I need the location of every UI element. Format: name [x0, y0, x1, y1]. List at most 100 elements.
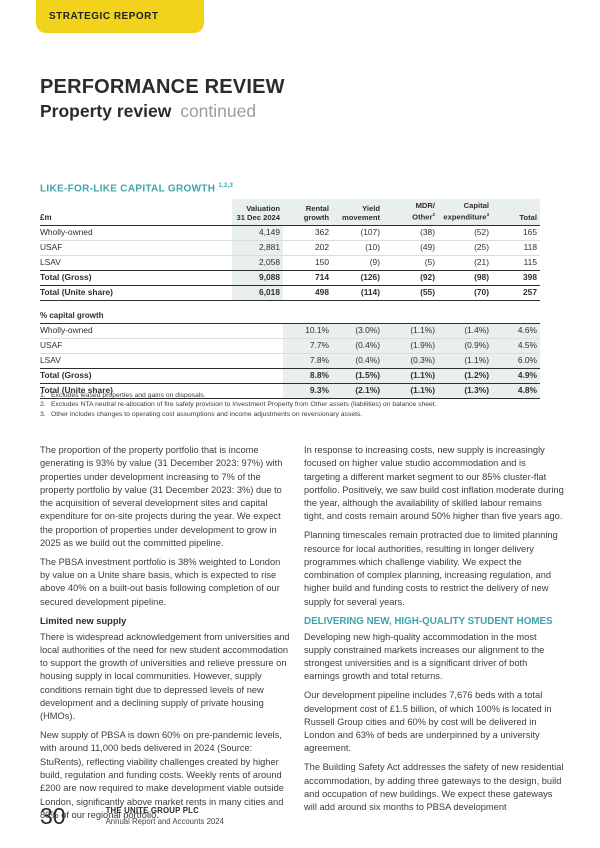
table-row: Total (Gross) 8.8% (1.5%) (1.1%) (1.2%) 4.9% — [40, 368, 540, 384]
column-header-superscript: 2 — [432, 212, 435, 217]
table-row: LSAV 7.8% (0.4%) (0.3%) (1.1%) 6.0% — [40, 353, 540, 369]
table-row: Wholly-owned 10.1% (3.0%) (1.1%) (1.4%) 4.6% — [40, 323, 540, 339]
row-label: Wholly-owned — [40, 324, 232, 339]
cell-value: 9,088 — [232, 270, 283, 286]
table-row: Total (Unite share) 6,018 498 (114) (55) (70)… — [40, 285, 540, 301]
section-tag: STRATEGIC REPORT — [36, 0, 204, 33]
cell-value: 165 — [492, 226, 540, 241]
table-title-text: LIKE-FOR-LIKE CAPITAL GROWTH — [40, 183, 216, 195]
cell-value: 714 — [283, 271, 332, 286]
table-row: Wholly-owned 4,149 362 (107) (38) (52) 165 — [40, 225, 540, 241]
row-label: Total (Gross) — [40, 369, 232, 384]
page-number: 30 — [40, 803, 66, 829]
body-column-left: The proportion of the property portfolio… — [40, 444, 292, 828]
column-header-text: 31 Dec 2024 — [236, 212, 281, 222]
page-title: PERFORMANCE REVIEW — [40, 76, 285, 98]
cell-value: 4,149 — [232, 225, 283, 241]
cell-value: (0.4%) — [332, 338, 383, 354]
cell-value: (92) — [383, 271, 438, 286]
row-label: LSAV — [40, 354, 232, 369]
cell-value: (70) — [438, 286, 492, 301]
table-row: Total (Gross) 9,088 714 (126) (92) (98) 398 — [40, 270, 540, 286]
row-label: USAF — [40, 241, 232, 256]
page-footer: 30 THE UNITE GROUP PLC Annual Report and… — [40, 804, 224, 828]
table-title-superscript: 1,2,3 — [218, 183, 234, 189]
cell-value: 4.6% — [492, 323, 540, 339]
body-paragraph: Developing new high-quality accommodatio… — [304, 631, 545, 682]
table-header-row: £m Valuation 31 Dec 2024 Rental growth Yield m… — [40, 199, 540, 226]
cell-value: (126) — [332, 271, 383, 286]
cell-value: 257 — [492, 286, 540, 301]
body-paragraph: There is widespread acknowledgement from… — [40, 631, 290, 722]
cell-value: 202 — [283, 241, 332, 256]
cell-value: (55) — [383, 286, 438, 301]
cell-value: (1.1%) — [383, 368, 438, 384]
cell-value: 7.7% — [283, 338, 332, 354]
cell-value: (10) — [332, 241, 383, 256]
subtitle-light: continued — [180, 101, 257, 121]
column-header: Rental growth — [283, 199, 332, 226]
row-label: USAF — [40, 339, 232, 354]
cell-value: 2,881 — [232, 240, 283, 256]
column-header: £m — [40, 199, 232, 226]
column-header: Valuation 31 Dec 2024 — [232, 199, 283, 226]
capital-growth-table: £m Valuation 31 Dec 2024 Rental growth Yield m… — [40, 199, 540, 399]
footnote: Excludes NTA neutral re-allocation of fi… — [40, 400, 437, 410]
footnote: Other includes changes to operating cost… — [40, 410, 363, 420]
column-header: Total — [492, 199, 540, 226]
cell-value: (1.4%) — [438, 323, 492, 339]
body-paragraph: The proportion of the property portfolio… — [40, 445, 283, 549]
section-tag-label: STRATEGIC REPORT — [49, 11, 159, 22]
cell-value: (21) — [438, 256, 492, 271]
cell-value: (49) — [383, 241, 438, 256]
column-header: Yield movement — [332, 199, 383, 226]
cell-value: (38) — [383, 226, 438, 241]
body-paragraph: New supply of PBSA is down 60% on pre-pa… — [40, 730, 284, 820]
cell-value: 4.5% — [492, 338, 540, 354]
cell-value: 2,058 — [232, 255, 283, 271]
column-header-text: expenditure — [443, 212, 487, 222]
cell-value: (98) — [438, 271, 492, 286]
body-paragraph: In response to increasing costs, new sup… — [304, 445, 564, 522]
cell-value: (0.4%) — [332, 353, 383, 369]
cell-value: 6.0% — [492, 353, 540, 369]
column-header: MDR/Other2 — [383, 199, 438, 226]
footnote: Excludes leased properties and gains on … — [40, 391, 206, 401]
column-header-text: Yield — [362, 203, 380, 213]
cell-value: (114) — [332, 286, 383, 301]
cell-value — [232, 369, 283, 384]
column-header-text: Rental — [305, 203, 329, 213]
cell-value: (25) — [438, 241, 492, 256]
cell-value: (1.1%) — [438, 353, 492, 369]
table-row: USAF 7.7% (0.4%) (1.9%) (0.9%) 4.5% — [40, 338, 540, 354]
body-paragraph: The PBSA investment portfolio is 38% wei… — [40, 556, 281, 607]
row-label: Total (Unite share) — [40, 286, 232, 301]
column-header-text: movement — [342, 212, 380, 222]
column-header-text: Capital — [463, 201, 489, 210]
body-paragraph: The Building Safety Act addresses the sa… — [304, 762, 564, 813]
page-subtitle: Property review continued — [40, 101, 256, 122]
footer-company: THE UNITE GROUP PLC — [105, 806, 199, 815]
cell-value: 8.8% — [283, 368, 332, 384]
column-header-text: growth — [303, 212, 329, 222]
cell-value: (1.2%) — [438, 368, 492, 384]
footnotes: Excludes leased properties and gains on … — [40, 391, 550, 419]
footer-meta: THE UNITE GROUP PLC Annual Report and Ac… — [106, 804, 224, 828]
row-label: LSAV — [40, 256, 232, 271]
body-column-right: In response to increasing costs, new sup… — [304, 444, 564, 828]
column-header-text: Other — [412, 212, 433, 222]
cell-value: 4.9% — [492, 368, 540, 384]
cell-value: 150 — [283, 256, 332, 271]
cell-value: (9) — [332, 256, 383, 271]
footer-report-name: Annual Report and Accounts 2024 — [105, 816, 224, 826]
cell-value: (1.5%) — [332, 368, 383, 384]
cell-value: (1.1%) — [383, 323, 438, 339]
column-header-text: Valuation — [246, 203, 280, 213]
body-paragraph: Our development pipeline includes 7,676 … — [304, 690, 552, 754]
table-section-label-row: % capital growth — [40, 307, 540, 324]
body-paragraph: Planning timescales remain protracted du… — [304, 530, 558, 607]
cell-value: 115 — [492, 256, 540, 271]
column-header-text: £m — [40, 212, 52, 222]
body-subheading: Limited new supply — [40, 615, 127, 626]
